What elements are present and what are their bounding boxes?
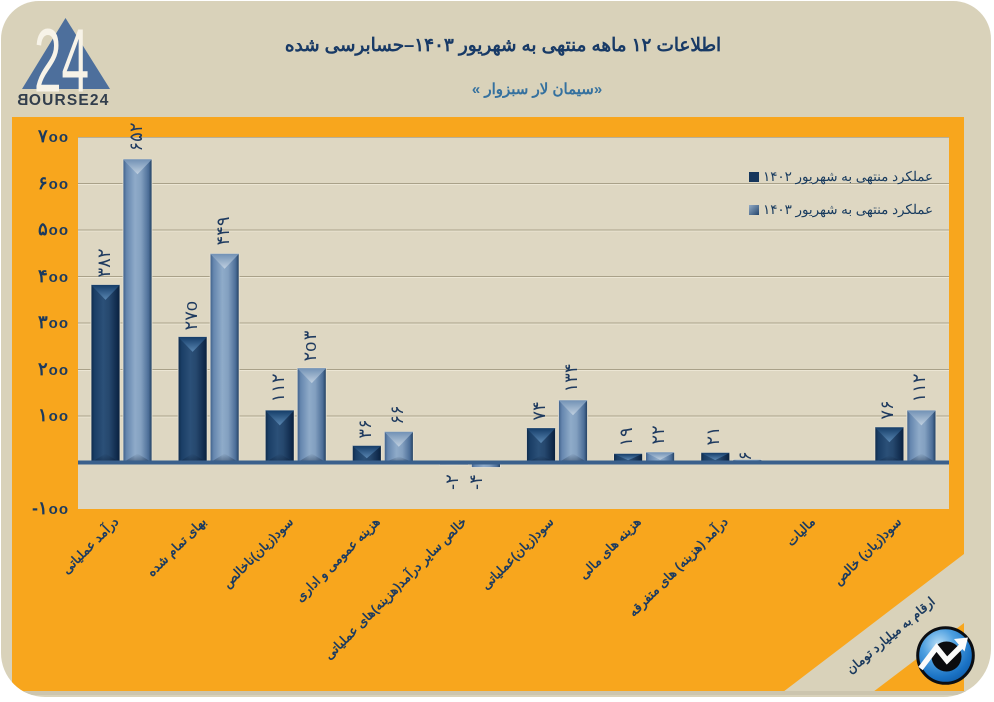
svg-text:24: 24 <box>34 17 89 93</box>
